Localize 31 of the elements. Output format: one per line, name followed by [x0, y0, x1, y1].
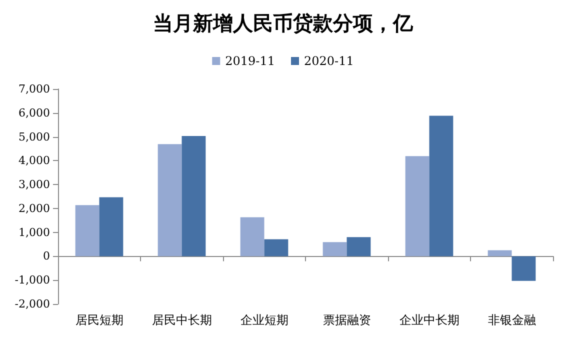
- x-tick-label: 企业短期: [240, 313, 288, 327]
- bar: [264, 239, 288, 256]
- x-tick-label: 居民中长期: [152, 313, 212, 327]
- bar: [240, 217, 264, 256]
- chart-title: 当月新增人民币贷款分项，亿: [153, 11, 414, 35]
- legend-label: 2019-11: [225, 54, 276, 68]
- bar: [488, 250, 512, 256]
- bar: [429, 116, 454, 256]
- x-tick-label: 票据融资: [322, 313, 371, 327]
- bar: [405, 156, 430, 256]
- y-tick-label: 0: [43, 250, 50, 263]
- bar: [158, 144, 182, 256]
- bar: [99, 197, 124, 256]
- y-tick-label: -1,000: [14, 274, 50, 287]
- y-tick-label: 7,000: [18, 82, 50, 96]
- bar: [346, 237, 371, 256]
- x-tick-label: 居民短期: [75, 313, 124, 327]
- bar: [75, 205, 100, 256]
- x-tick-label: 非银金融: [488, 313, 536, 327]
- x-tick-label: 企业中长期: [399, 313, 460, 327]
- y-tick-label: 6,000: [18, 106, 50, 120]
- y-tick-label: 4,000: [18, 154, 50, 168]
- legend-label: 2020-11: [304, 54, 354, 68]
- bar: [512, 256, 536, 281]
- y-tick-label: 1,000: [18, 226, 50, 239]
- bar: [182, 136, 206, 256]
- bar: [322, 242, 347, 256]
- y-tick-label: 3,000: [18, 178, 50, 192]
- y-tick-label: 5,000: [18, 130, 50, 144]
- y-tick-label: -2,000: [14, 298, 50, 310]
- y-tick-label: 2,000: [18, 202, 50, 215]
